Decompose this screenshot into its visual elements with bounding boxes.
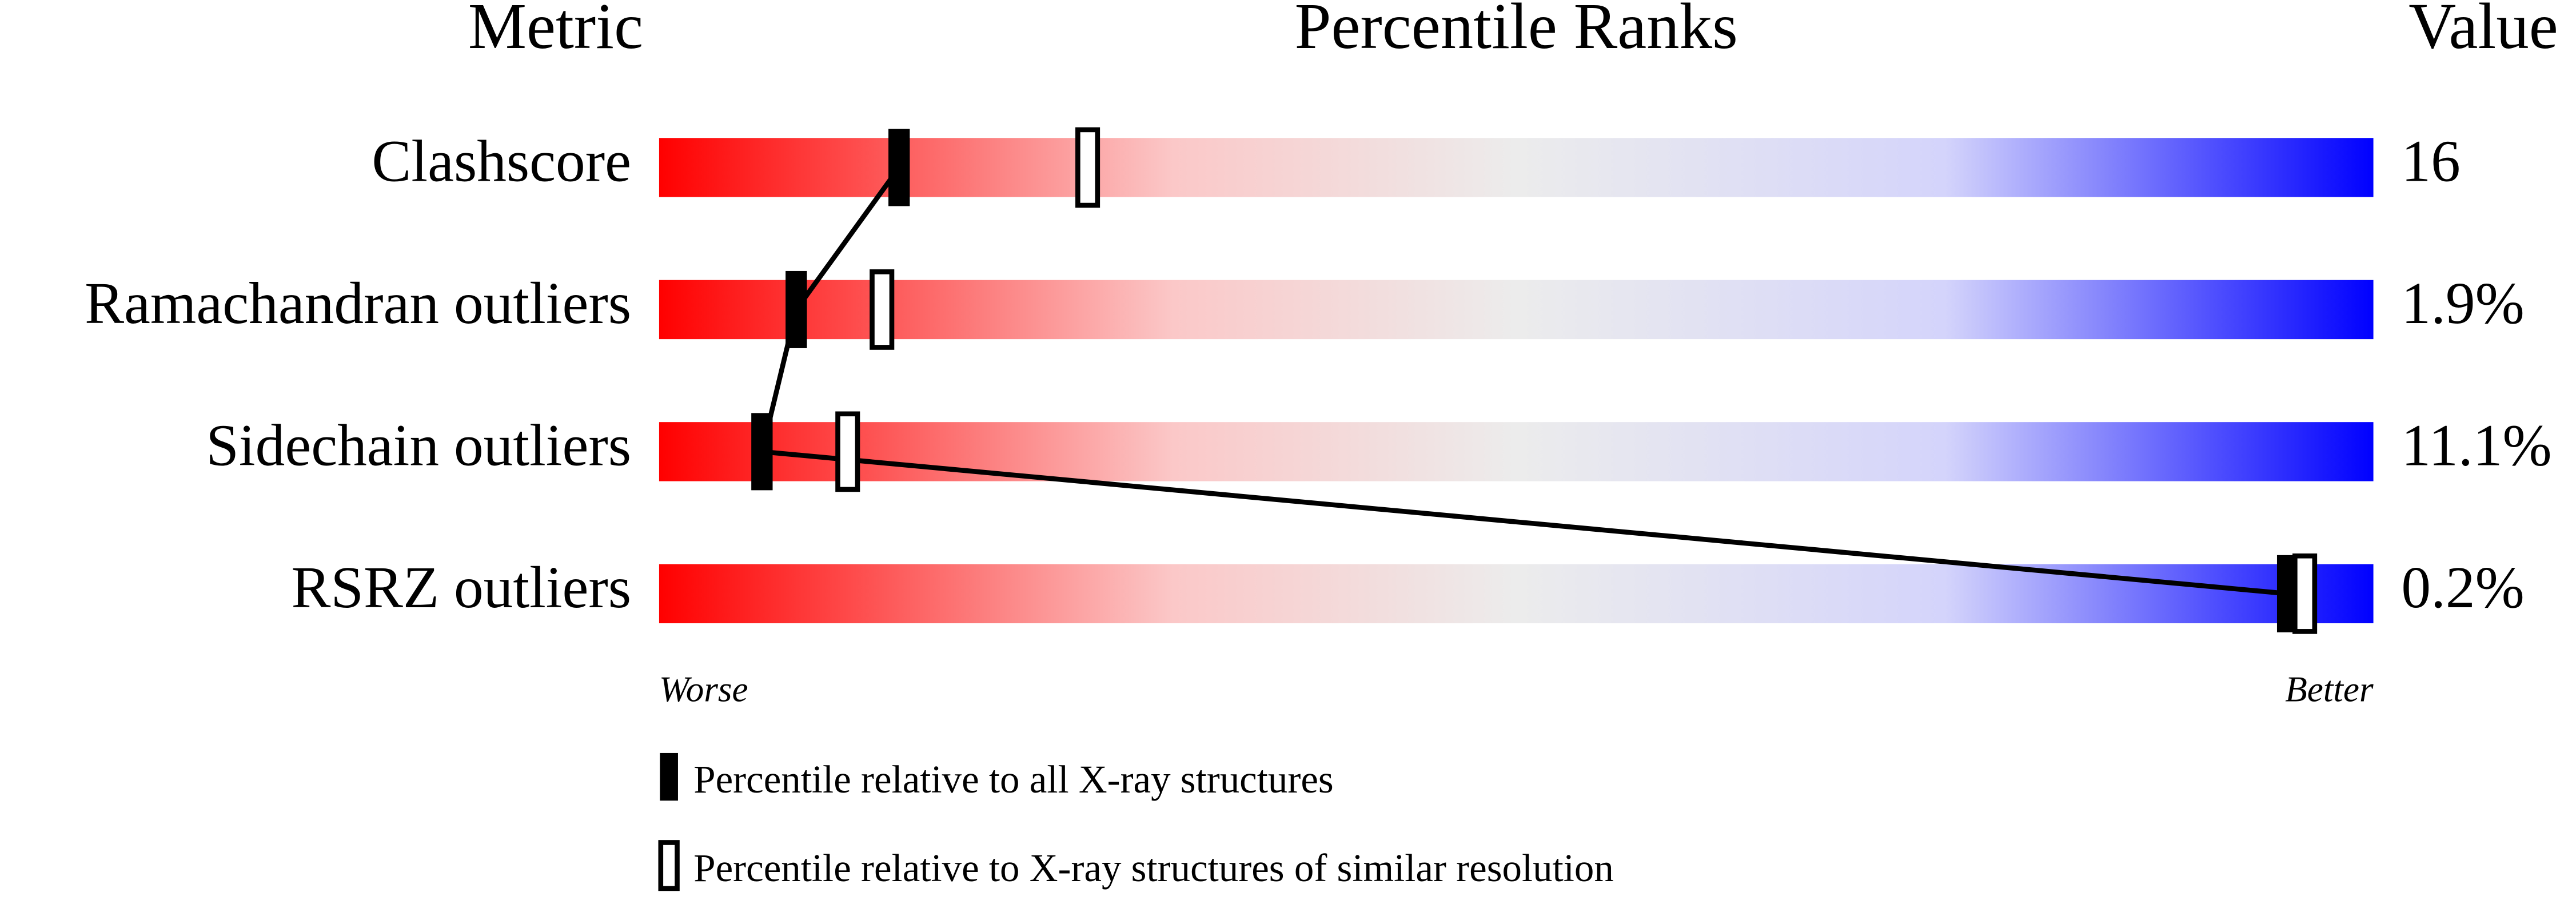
metric-value: 0.2% bbox=[2401, 555, 2524, 620]
metric-label: Clashscore bbox=[372, 129, 631, 194]
marker-filled bbox=[888, 129, 910, 206]
metric-value: 1.9% bbox=[2401, 271, 2524, 336]
header-ranks: Percentile Ranks bbox=[1295, 0, 1738, 62]
marker-hollow bbox=[870, 269, 895, 350]
better-label: Better bbox=[2285, 670, 2374, 710]
marker-hollow bbox=[1075, 127, 1100, 208]
marker-hollow bbox=[2292, 553, 2318, 634]
metric-label: RSRZ outliers bbox=[292, 555, 632, 620]
metric-label: Ramachandran outliers bbox=[85, 271, 631, 336]
metric-label: Sidechain outliers bbox=[206, 413, 631, 479]
metric-value: 11.1% bbox=[2401, 413, 2551, 479]
slider-bar bbox=[659, 280, 2374, 340]
legend-label: Percentile relative to X-ray structures … bbox=[693, 846, 1614, 890]
header-value: Value bbox=[2408, 0, 2558, 62]
connector-line bbox=[759, 166, 2288, 596]
header-metric: Metric bbox=[468, 0, 643, 62]
legend-swatch bbox=[660, 752, 678, 801]
worse-label: Worse bbox=[659, 670, 748, 710]
legend-swatch bbox=[658, 840, 680, 891]
slider-bar bbox=[659, 564, 2374, 624]
slider-bar bbox=[659, 138, 2374, 197]
slider-bar bbox=[659, 422, 2374, 481]
marker-hollow bbox=[835, 411, 860, 492]
metric-value: 16 bbox=[2401, 129, 2460, 194]
marker-filled bbox=[751, 413, 773, 491]
legend-label: Percentile relative to all X-ray structu… bbox=[693, 758, 1334, 801]
marker-filled bbox=[785, 270, 807, 348]
